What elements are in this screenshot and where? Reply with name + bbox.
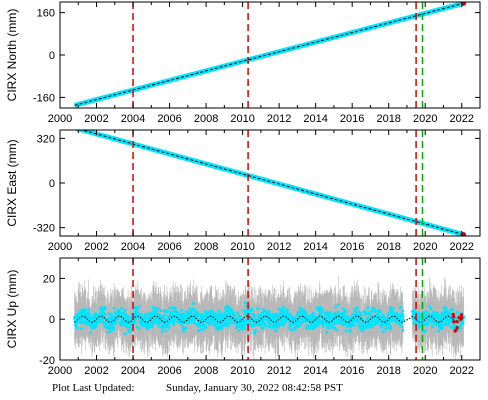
x-tick-label: 2012 bbox=[267, 365, 291, 377]
y-tick-label: -160 bbox=[33, 92, 55, 104]
axes-frame bbox=[59, 257, 481, 361]
y-tick-label: 0 bbox=[49, 50, 55, 62]
x-tick-label: 2008 bbox=[194, 113, 218, 125]
x-tick-label: 2014 bbox=[303, 365, 327, 377]
recent-point bbox=[461, 2, 467, 6]
x-tick-label: 2020 bbox=[413, 241, 437, 253]
x-tick-label: 2020 bbox=[413, 365, 437, 377]
recent-point bbox=[452, 320, 456, 324]
plot-area bbox=[73, 130, 467, 236]
y-tick-label: 0 bbox=[49, 178, 55, 190]
plot-area bbox=[73, 258, 466, 360]
y-tick-label: 0 bbox=[49, 314, 55, 326]
x-tick-label: 2018 bbox=[376, 365, 400, 377]
x-tick-label: 2010 bbox=[230, 113, 254, 125]
x-tick-label: 2012 bbox=[267, 113, 291, 125]
x-tick-label: 2002 bbox=[84, 365, 108, 377]
y-tick-label: 320 bbox=[37, 133, 55, 145]
x-tick-label: 2010 bbox=[230, 365, 254, 377]
recent-point bbox=[451, 312, 455, 316]
y-tick-label: 160 bbox=[37, 8, 55, 20]
recent-point bbox=[460, 315, 464, 319]
gps-timeseries-plot: 2000 2002 2004 2006 2008 2010 2012 2014 2016 2018… bbox=[5, 1, 481, 377]
recent-point bbox=[459, 317, 463, 321]
model-line bbox=[74, 2, 464, 106]
x-tick-label: 2002 bbox=[84, 113, 108, 125]
y-axis-label: CIRX North (mm) bbox=[5, 9, 19, 102]
panel-2: 2000 2002 2004 2006 2008 2010 2012 2014 2016 2018… bbox=[5, 129, 481, 253]
x-tick-label: 2004 bbox=[121, 113, 145, 125]
x-tick-label: 2018 bbox=[376, 241, 400, 253]
panel-3: 2000 2002 2004 2006 2008 2010 2012 2014 2016 2018… bbox=[5, 257, 481, 377]
x-tick-label: 2000 bbox=[48, 113, 72, 125]
x-tick-label: 2022 bbox=[449, 365, 473, 377]
data-points bbox=[73, 301, 466, 336]
x-tick-label: 2022 bbox=[449, 241, 473, 253]
x-tick-label: 2016 bbox=[340, 241, 364, 253]
x-tick-label: 2004 bbox=[121, 365, 145, 377]
x-tick-label: 2008 bbox=[194, 365, 218, 377]
recent-point bbox=[455, 320, 459, 324]
model-line bbox=[80, 130, 464, 236]
panel-1: 2000 2002 2004 2006 2008 2010 2012 2014 2016 2018… bbox=[5, 1, 481, 125]
model-line bbox=[74, 315, 464, 323]
recent-point bbox=[452, 315, 456, 319]
x-tick-label: 2014 bbox=[303, 113, 327, 125]
x-tick-label: 2004 bbox=[121, 241, 145, 253]
x-tick-label: 2012 bbox=[267, 241, 291, 253]
x-tick-label: 2020 bbox=[413, 113, 437, 125]
footer-timestamp: Sunday, January 30, 2022 08:42:58 PST bbox=[166, 382, 343, 394]
x-tick-label: 2014 bbox=[303, 241, 327, 253]
x-tick-label: 2006 bbox=[157, 241, 181, 253]
y-tick-label: -320 bbox=[33, 223, 55, 235]
x-tick-label: 2016 bbox=[340, 113, 364, 125]
y-tick-label: -20 bbox=[39, 355, 55, 367]
footer-label: Plot Last Updated: bbox=[52, 382, 135, 394]
x-tick-label: 2000 bbox=[48, 365, 72, 377]
x-tick-label: 2010 bbox=[230, 241, 254, 253]
recent-point bbox=[461, 232, 467, 236]
y-axis-label: CIRX East (mm) bbox=[5, 139, 19, 226]
recent-point bbox=[454, 328, 458, 332]
x-tick-label: 2006 bbox=[157, 365, 181, 377]
x-tick-label: 2016 bbox=[340, 365, 364, 377]
x-tick-label: 2022 bbox=[449, 113, 473, 125]
x-tick-label: 2002 bbox=[84, 241, 108, 253]
x-tick-label: 2008 bbox=[194, 241, 218, 253]
x-tick-label: 2000 bbox=[48, 241, 72, 253]
x-tick-label: 2006 bbox=[157, 113, 181, 125]
x-tick-label: 2018 bbox=[376, 113, 400, 125]
recent-point bbox=[455, 326, 459, 330]
y-axis-label: CIRX Up (mm) bbox=[5, 270, 19, 349]
plot-area bbox=[74, 2, 467, 108]
y-tick-label: 20 bbox=[43, 273, 55, 285]
